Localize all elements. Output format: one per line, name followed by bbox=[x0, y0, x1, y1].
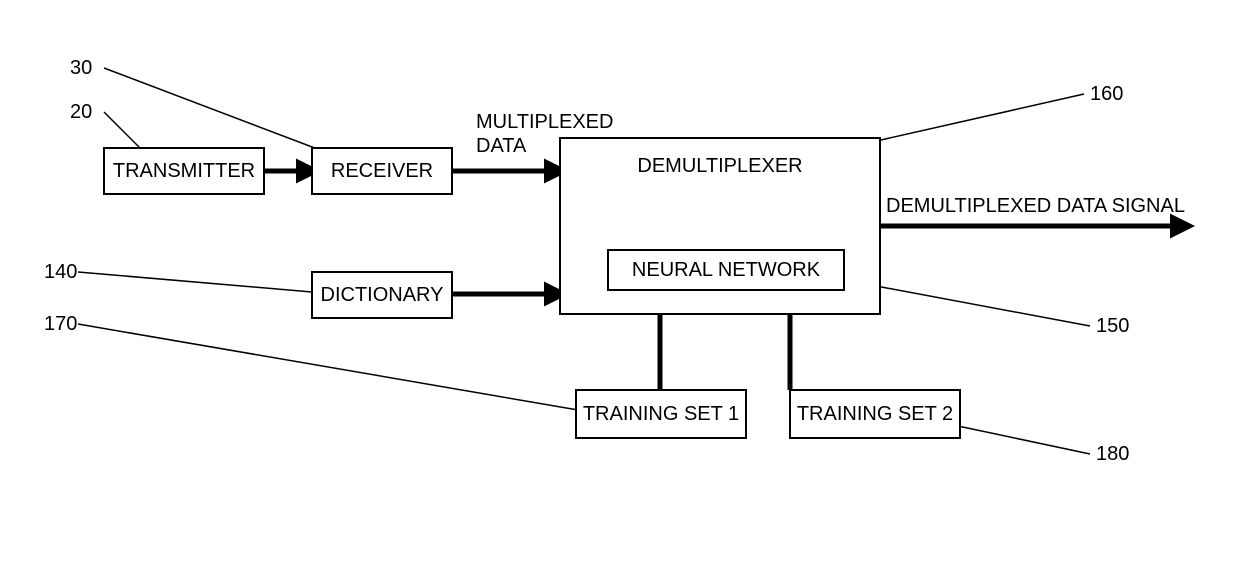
neural_network-label: NEURAL NETWORK bbox=[632, 259, 821, 281]
leader-r160 bbox=[872, 94, 1084, 142]
ref-r140: 140 bbox=[44, 261, 77, 283]
demultiplexer-label: DEMULTIPLEXER bbox=[637, 155, 802, 177]
transmitter-label: TRANSMITTER bbox=[113, 160, 255, 182]
receiver-label: RECEIVER bbox=[331, 160, 433, 182]
ref-r180: 180 bbox=[1096, 443, 1129, 465]
text-multiplexed_l1: MULTIPLEXED bbox=[476, 111, 613, 133]
ref-r150: 150 bbox=[1096, 315, 1129, 337]
ref-r20: 20 bbox=[70, 101, 92, 123]
training2-label: TRAINING SET 2 bbox=[797, 403, 953, 425]
training1-label: TRAINING SET 1 bbox=[583, 403, 739, 425]
leader-r30 bbox=[104, 68, 320, 150]
text-multiplexed_l2: DATA bbox=[476, 135, 527, 157]
leader-r140 bbox=[78, 272, 312, 292]
ref-r160: 160 bbox=[1090, 83, 1123, 105]
leader-r170 bbox=[78, 324, 578, 410]
leader-r180 bbox=[958, 426, 1090, 454]
text-demux_signal: DEMULTIPLEXED DATA SIGNAL bbox=[886, 195, 1185, 217]
dictionary-label: DICTIONARY bbox=[321, 284, 444, 306]
ref-r170: 170 bbox=[44, 313, 77, 335]
leader-r20 bbox=[104, 112, 140, 148]
ref-r30: 30 bbox=[70, 57, 92, 79]
